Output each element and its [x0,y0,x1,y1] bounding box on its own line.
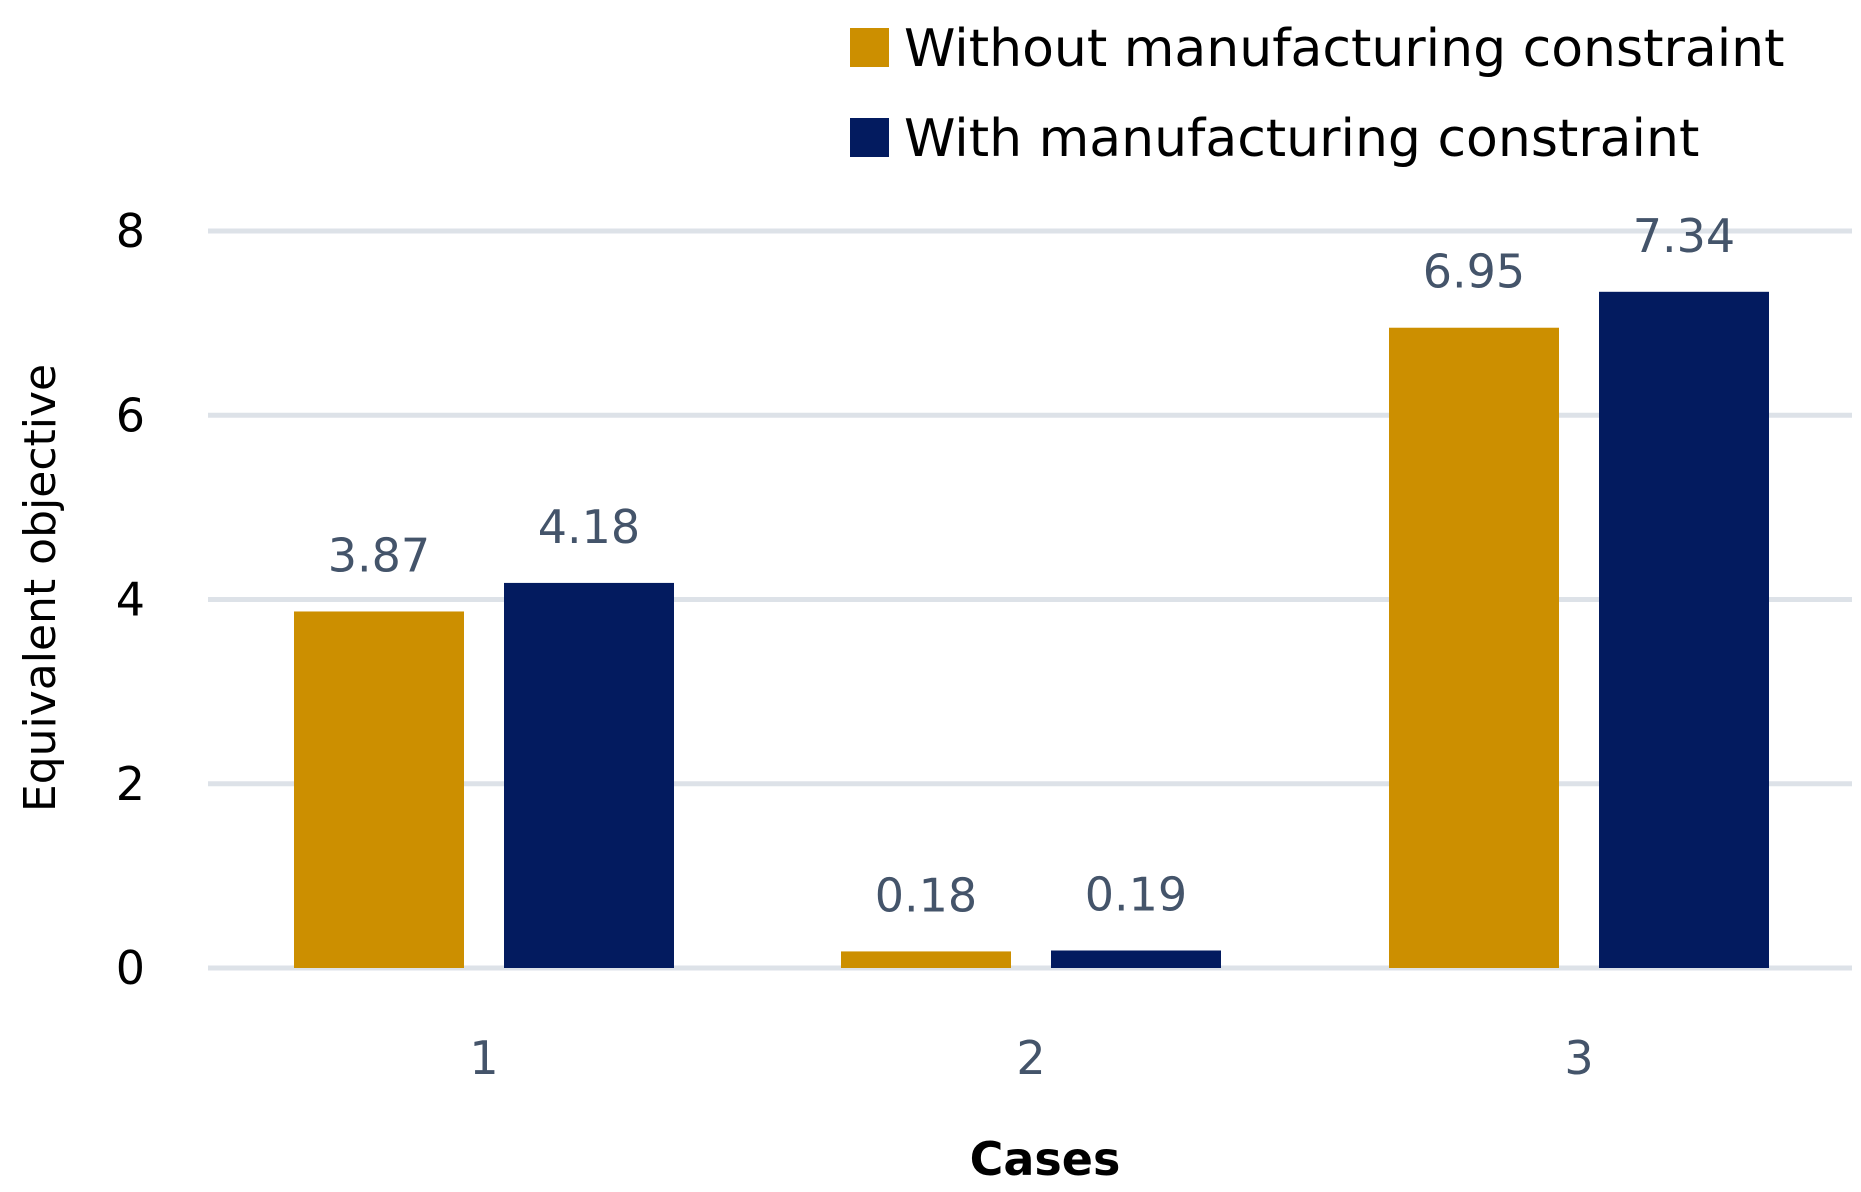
data-label-with-manufacturing-constraint-case-1: 4.18 [538,500,640,554]
bar-with-manufacturing-constraint-case-3 [1599,291,1769,968]
bar-without-manufacturing-constraint-case-2 [841,951,1011,968]
y-tick-label-2: 2 [116,757,145,811]
gridlines [208,228,1852,971]
legend: Without manufacturing constraint With ma… [850,19,1785,169]
bars [294,291,1769,968]
y-axis-title: Equivalent objective [15,364,66,812]
x-axis-ticks: 1 2 3 [469,1031,1593,1085]
legend-label-without-constraint: Without manufacturing constraint [904,19,1785,79]
data-label-with-manufacturing-constraint-case-3: 7.34 [1633,209,1735,263]
data-label-with-manufacturing-constraint-case-2: 0.19 [1085,867,1187,921]
legend-swatch-with-constraint [850,118,889,157]
bar-with-manufacturing-constraint-case-1 [504,582,674,968]
y-tick-label-6: 6 [116,388,145,442]
bar-without-manufacturing-constraint-case-3 [1389,327,1559,968]
x-tick-label-3: 3 [1564,1031,1593,1085]
y-tick-label-8: 8 [116,204,145,258]
data-label-without-manufacturing-constraint-case-1: 3.87 [328,528,430,582]
data-label-without-manufacturing-constraint-case-2: 0.18 [875,868,977,922]
y-tick-label-4: 4 [116,573,145,627]
bar-with-manufacturing-constraint-case-2 [1051,950,1221,968]
x-tick-label-1: 1 [469,1031,498,1085]
bar-without-manufacturing-constraint-case-1 [294,611,464,968]
y-tick-label-0: 0 [116,941,145,995]
legend-label-with-constraint: With manufacturing constraint [904,109,1699,169]
y-axis-ticks: 0 2 4 6 8 [116,204,145,995]
x-tick-label-2: 2 [1016,1031,1045,1085]
legend-swatch-without-constraint [850,28,889,67]
data-labels: 3.87 4.18 0.18 0.19 6.95 7.34 [328,209,1735,923]
data-label-without-manufacturing-constraint-case-3: 6.95 [1423,245,1525,299]
x-axis-title: Cases [970,1132,1121,1186]
